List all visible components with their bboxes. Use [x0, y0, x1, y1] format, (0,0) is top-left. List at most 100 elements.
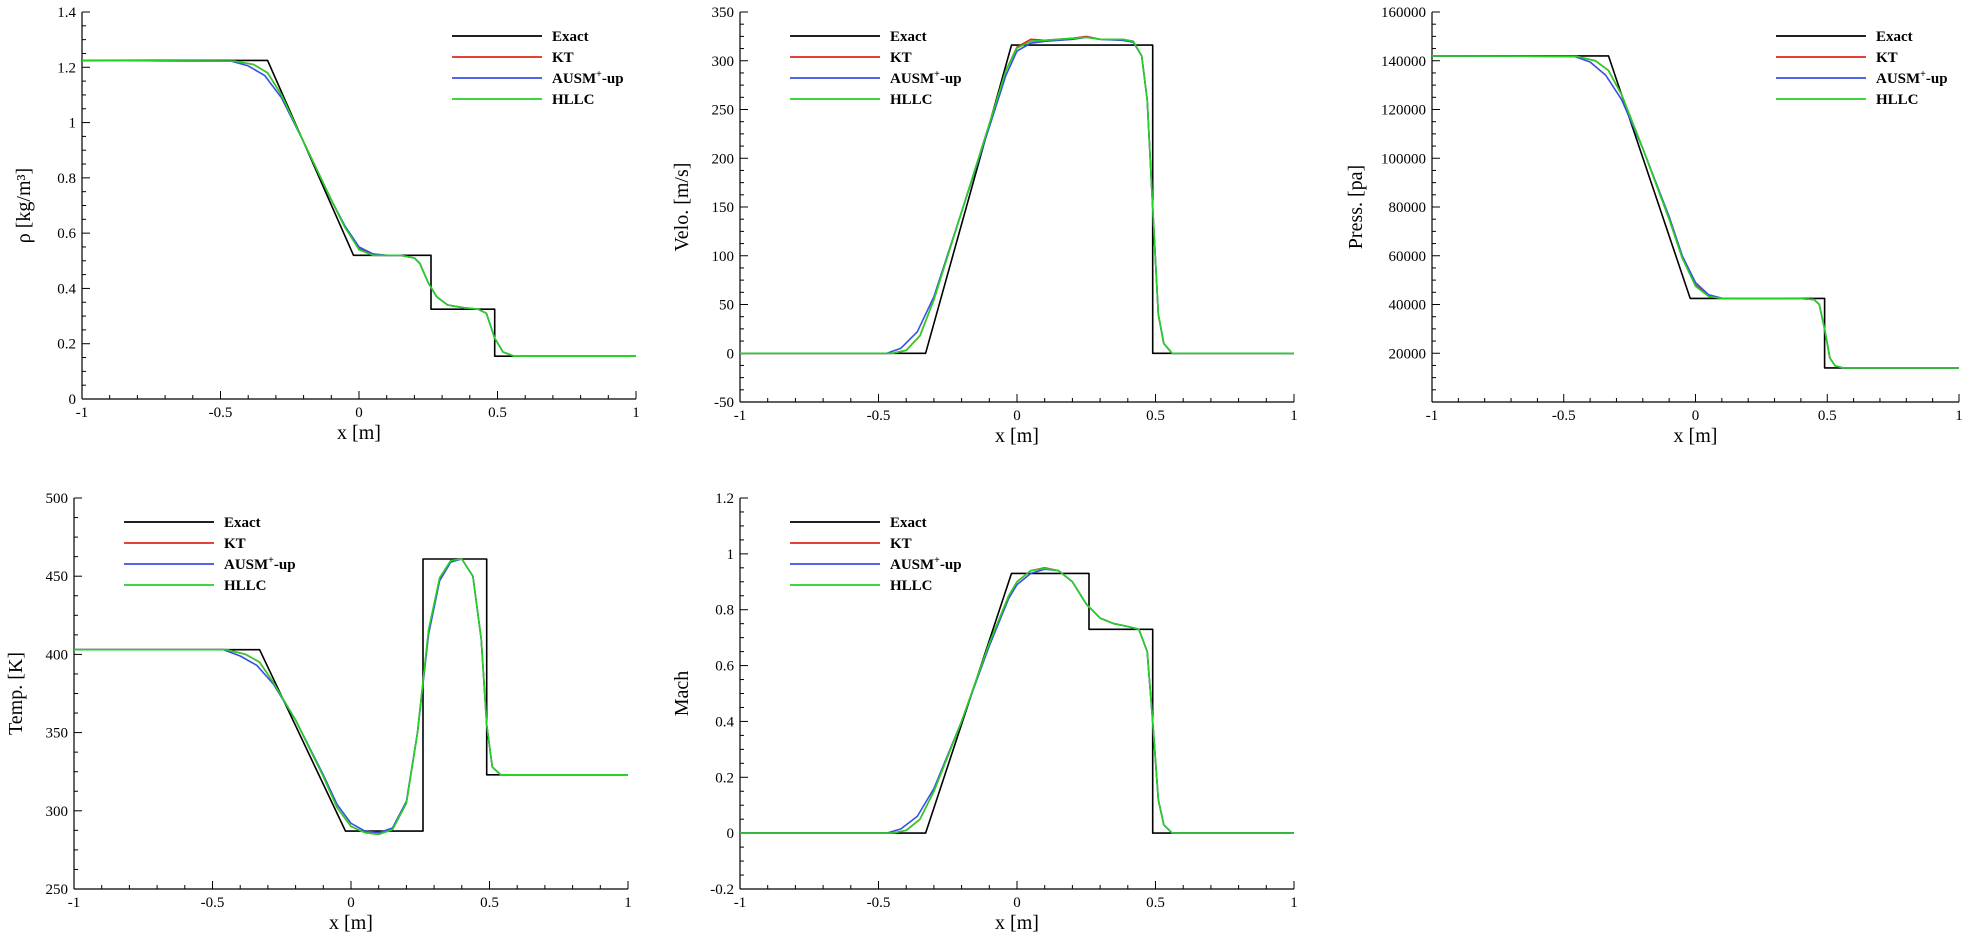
- velocity-y-tick-label: 150: [712, 200, 735, 216]
- pressure-y-tick-label: 100000: [1381, 151, 1426, 167]
- mach-series-hllc: [740, 567, 1294, 834]
- density-panel: -1 -0.5 0 0.5 1 0 0.2 0.4 0.6 0.8 1 1.2 1.4 x [m] ρ [k…: [13, 5, 640, 444]
- mach-y-tick-label: 0.2: [715, 770, 734, 786]
- density-legend-label: HLLC: [552, 92, 595, 108]
- velocity-x-tick-label: -1: [734, 408, 747, 424]
- pressure-x-axis-label: x [m]: [1674, 425, 1718, 447]
- velocity-y-tick-label: 0: [727, 346, 735, 362]
- mach-y-tick-label: 0: [727, 826, 735, 842]
- velocity-x-axis-label: x [m]: [995, 425, 1039, 447]
- velocity-series-ausm-up: [740, 36, 1294, 355]
- mach-panel: -1 -0.5 0 0.5 1 -0.2 0 0.2 0.4 0.6 0.8 1 1.2 x [m] Mac…: [671, 491, 1298, 934]
- density-x-axis-label: x [m]: [337, 422, 381, 444]
- pressure-y-tick-label: 20000: [1389, 346, 1427, 362]
- density-x-tick-label: -1: [76, 405, 89, 421]
- temperature-x-tick-label: 0: [347, 895, 355, 911]
- pressure-legend-label: HLLC: [1876, 92, 1919, 108]
- velocity-y-tick-label: 100: [712, 249, 735, 265]
- temperature-panel: -1 -0.5 0 0.5 1 250 300 350 400 450 500 x [m] Temp. …: [5, 491, 632, 934]
- pressure-y-tick-label: 120000: [1381, 103, 1426, 119]
- density-y-tick-label: 0.2: [57, 337, 76, 353]
- velocity-x-tick-label: -0.5: [867, 408, 891, 424]
- mach-legend-label: AUSM+-up: [890, 555, 962, 573]
- pressure-x-tick-label: -1: [1426, 408, 1439, 424]
- pressure-x-tick-label: -0.5: [1552, 408, 1576, 424]
- temperature-series-ausm-up: [74, 558, 628, 834]
- temperature-series-hllc: [74, 558, 628, 836]
- density-legend-label: KT: [552, 50, 574, 66]
- pressure-y-tick-label: 160000: [1381, 5, 1426, 21]
- velocity-legend-label: HLLC: [890, 92, 933, 108]
- temperature-series-exact: [74, 558, 628, 832]
- mach-y-axis-label: Mach: [671, 671, 693, 717]
- mach-y-tick-label: 0.4: [715, 714, 734, 730]
- density-series-exact: [82, 59, 636, 358]
- temperature-series-kt: [74, 558, 628, 836]
- mach-legend-label: KT: [890, 536, 912, 552]
- velocity-legend-label: Exact: [890, 29, 927, 45]
- density-y-tick-label: 1: [69, 116, 77, 132]
- density-y-tick-label: 1.4: [57, 5, 76, 21]
- mach-legend-label: HLLC: [890, 578, 933, 594]
- velocity-x-tick-label: 1: [1290, 408, 1298, 424]
- temperature-x-tick-label: -1: [68, 895, 81, 911]
- mach-legend-label: Exact: [890, 515, 927, 531]
- velocity-series-hllc: [740, 36, 1294, 355]
- mach-x-tick-label: 0: [1013, 895, 1021, 911]
- pressure-x-tick-label: 1: [1955, 408, 1963, 424]
- velocity-x-tick-label: 0.5: [1146, 408, 1165, 424]
- mach-series-exact: [740, 572, 1294, 834]
- temperature-y-axis-label: Temp. [K]: [5, 652, 27, 735]
- density-x-tick-label: 1: [632, 405, 640, 421]
- velocity-x-tick-label: 0: [1013, 408, 1021, 424]
- temperature-legend-label: Exact: [224, 515, 261, 531]
- density-x-tick-label: -0.5: [209, 405, 233, 421]
- velocity-series-exact: [740, 44, 1294, 355]
- density-x-tick-label: 0.5: [488, 405, 507, 421]
- mach-y-tick-label: 1: [727, 547, 735, 563]
- velocity-y-tick-label: 50: [719, 298, 734, 314]
- temperature-y-tick-label: 400: [46, 647, 69, 663]
- pressure-y-axis-label: Press. [pa]: [1345, 165, 1367, 249]
- mach-series-kt: [740, 566, 1294, 834]
- temperature-y-tick-label: 300: [46, 804, 69, 820]
- density-y-tick-label: 0: [69, 392, 77, 408]
- density-y-tick-label: 1.2: [57, 60, 76, 76]
- pressure-y-tick-label: 140000: [1381, 54, 1426, 70]
- velocity-y-tick-label: -50: [714, 395, 734, 411]
- temperature-y-tick-label: 350: [46, 726, 69, 742]
- mach-y-tick-label: 0.8: [715, 603, 734, 619]
- velocity-legend-label: KT: [890, 50, 912, 66]
- mach-series-ausm-up: [740, 568, 1294, 834]
- pressure-y-tick-label: 80000: [1389, 200, 1427, 216]
- mach-y-tick-label: 1.2: [715, 491, 734, 507]
- mach-x-tick-label: 1: [1290, 895, 1298, 911]
- pressure-legend-label: AUSM+-up: [1876, 69, 1948, 87]
- density-legend-label: AUSM+-up: [552, 69, 624, 87]
- pressure-legend-label: Exact: [1876, 29, 1913, 45]
- temperature-y-tick-label: 500: [46, 491, 69, 507]
- pressure-y-tick-label: 60000: [1389, 249, 1427, 265]
- density-y-tick-label: 0.4: [57, 281, 76, 297]
- temperature-y-tick-label: 250: [46, 882, 69, 898]
- pressure-legend-label: KT: [1876, 50, 1898, 66]
- pressure-y-tick-label: 40000: [1389, 298, 1427, 314]
- mach-x-tick-label: -0.5: [867, 895, 891, 911]
- temperature-legend-label: KT: [224, 536, 246, 552]
- density-x-tick-label: 0: [355, 405, 363, 421]
- pressure-x-tick-label: 0: [1692, 408, 1700, 424]
- temperature-x-tick-label: -0.5: [201, 895, 225, 911]
- velocity-legend-label: AUSM+-up: [890, 69, 962, 87]
- density-y-axis-label: ρ [kg/m³]: [13, 168, 35, 243]
- velocity-y-tick-label: 250: [712, 103, 735, 119]
- density-series-hllc: [81, 59, 636, 358]
- velocity-y-tick-label: 350: [712, 5, 735, 21]
- density-y-tick-label: 0.8: [57, 171, 76, 187]
- temperature-legend-label: AUSM+-up: [224, 555, 296, 573]
- mach-y-tick-label: -0.2: [710, 882, 734, 898]
- velocity-series-kt: [740, 35, 1294, 355]
- mach-x-axis-label: x [m]: [995, 912, 1039, 934]
- temperature-x-axis-label: x [m]: [329, 912, 373, 934]
- velocity-y-axis-label: Velo. [m/s]: [671, 163, 693, 252]
